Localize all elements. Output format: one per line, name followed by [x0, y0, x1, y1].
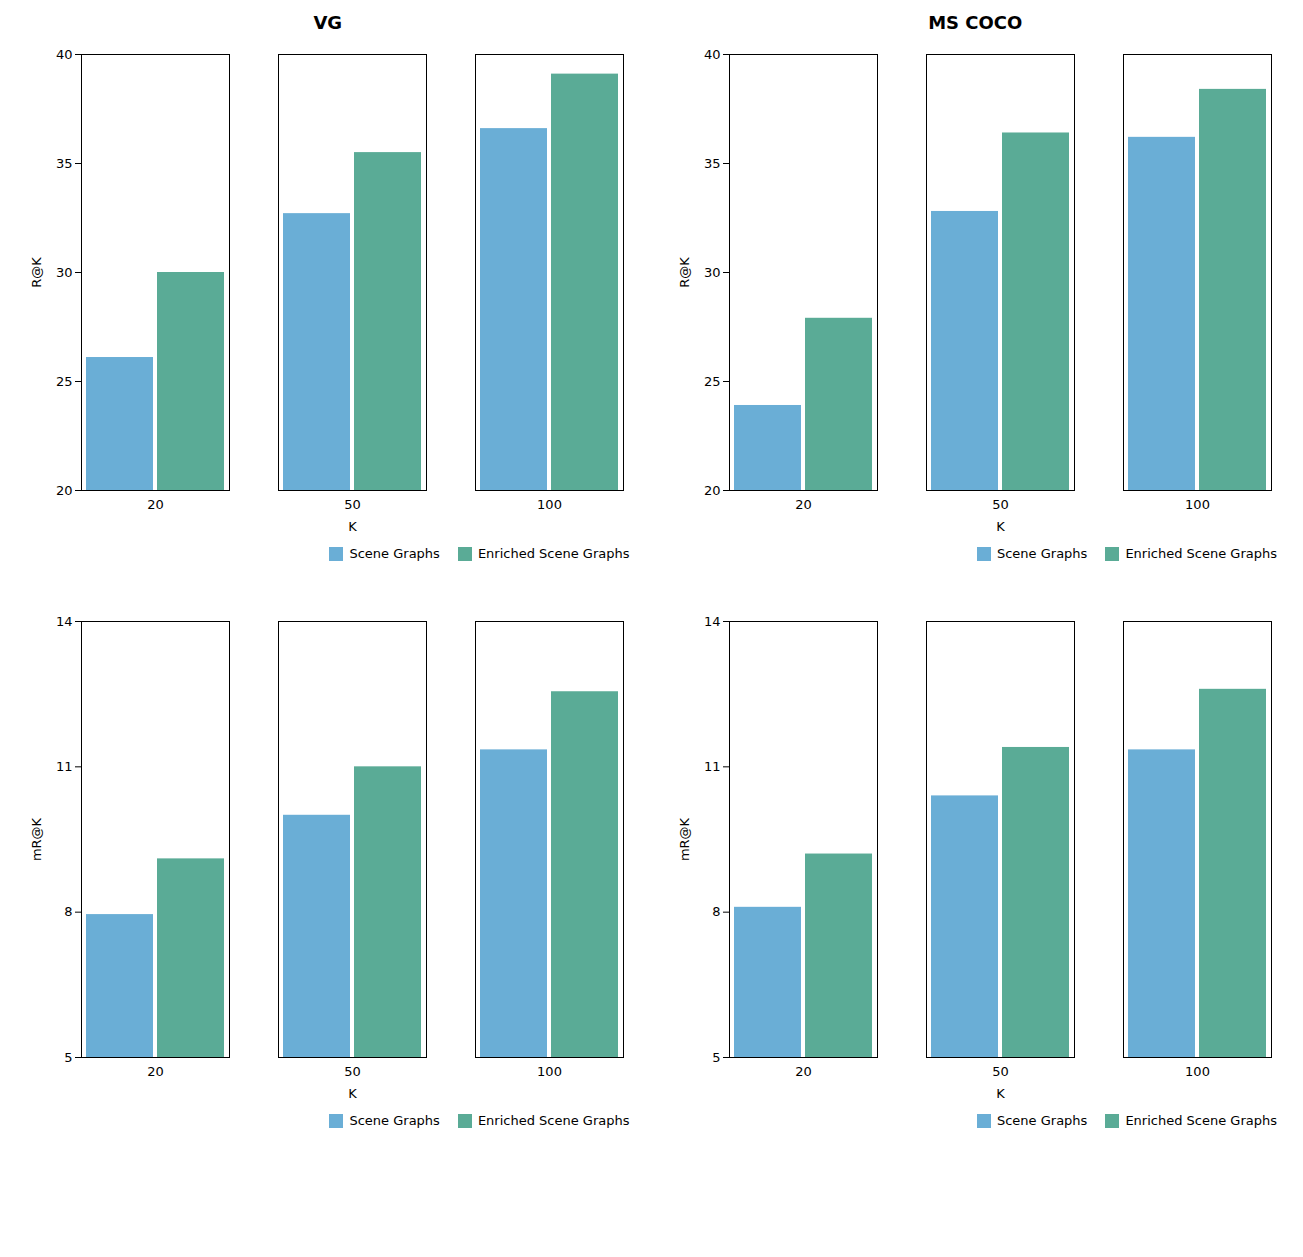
svg-text:35: 35 [703, 156, 720, 171]
svg-text:14: 14 [56, 614, 73, 629]
svg-text:50: 50 [992, 497, 1009, 512]
html-text:Enriched Scene Graphs: Enriched Scene Graphs [1125, 1113, 1277, 1128]
svg-text:30: 30 [56, 265, 73, 280]
svg-text:20: 20 [795, 497, 812, 512]
svg-text:50: 50 [992, 1064, 1009, 1079]
svg-text:20: 20 [795, 1064, 812, 1079]
html-text:Scene Graphs: Scene Graphs [349, 1113, 440, 1128]
svg-text:50: 50 [344, 497, 361, 512]
svg-text:100: 100 [537, 1064, 562, 1079]
svg-text:100: 100 [1185, 497, 1210, 512]
html-text:Scene Graphs: Scene Graphs [997, 1113, 1088, 1128]
svg-text:20: 20 [147, 1064, 164, 1079]
svg-text:11: 11 [703, 759, 720, 774]
svg-text:100: 100 [1185, 1064, 1210, 1079]
svg-text:30: 30 [703, 265, 720, 280]
html-text:Scene Graphs: Scene Graphs [997, 546, 1088, 561]
html-text:Enriched Scene Graphs: Enriched Scene Graphs [477, 546, 630, 561]
svg-text:K: K [348, 519, 357, 534]
svg-text:K: K [996, 1086, 1005, 1101]
svg-text:14: 14 [703, 614, 720, 629]
html-text:Enriched Scene Graphs: Enriched Scene Graphs [1125, 546, 1277, 561]
svg-text:mR@K: mR@K [676, 817, 691, 861]
svg-text:5: 5 [712, 1050, 720, 1065]
html-text:MS COCO: MS COCO [928, 12, 1023, 33]
svg-text:K: K [996, 519, 1005, 534]
svg-text:20: 20 [56, 483, 73, 498]
svg-text:25: 25 [703, 374, 720, 389]
html-text:Scene Graphs: Scene Graphs [349, 546, 440, 561]
svg-text:mR@K: mR@K [29, 817, 44, 861]
html-text:Enriched Scene Graphs: Enriched Scene Graphs [477, 1113, 630, 1128]
svg-text:20: 20 [703, 483, 720, 498]
svg-text:40: 40 [703, 47, 720, 62]
html-text:VG: VG [313, 12, 343, 33]
svg-text:R@K: R@K [676, 257, 691, 288]
svg-text:20: 20 [147, 497, 164, 512]
svg-text:8: 8 [712, 904, 720, 919]
svg-text:100: 100 [537, 497, 562, 512]
svg-text:8: 8 [64, 904, 72, 919]
svg-text:R@K: R@K [29, 257, 44, 288]
svg-text:25: 25 [56, 374, 73, 389]
svg-text:5: 5 [64, 1050, 72, 1065]
svg-text:35: 35 [56, 156, 73, 171]
svg-text:11: 11 [56, 759, 73, 774]
svg-text:50: 50 [344, 1064, 361, 1079]
svg-text:K: K [348, 1086, 357, 1101]
svg-text:40: 40 [56, 47, 73, 62]
